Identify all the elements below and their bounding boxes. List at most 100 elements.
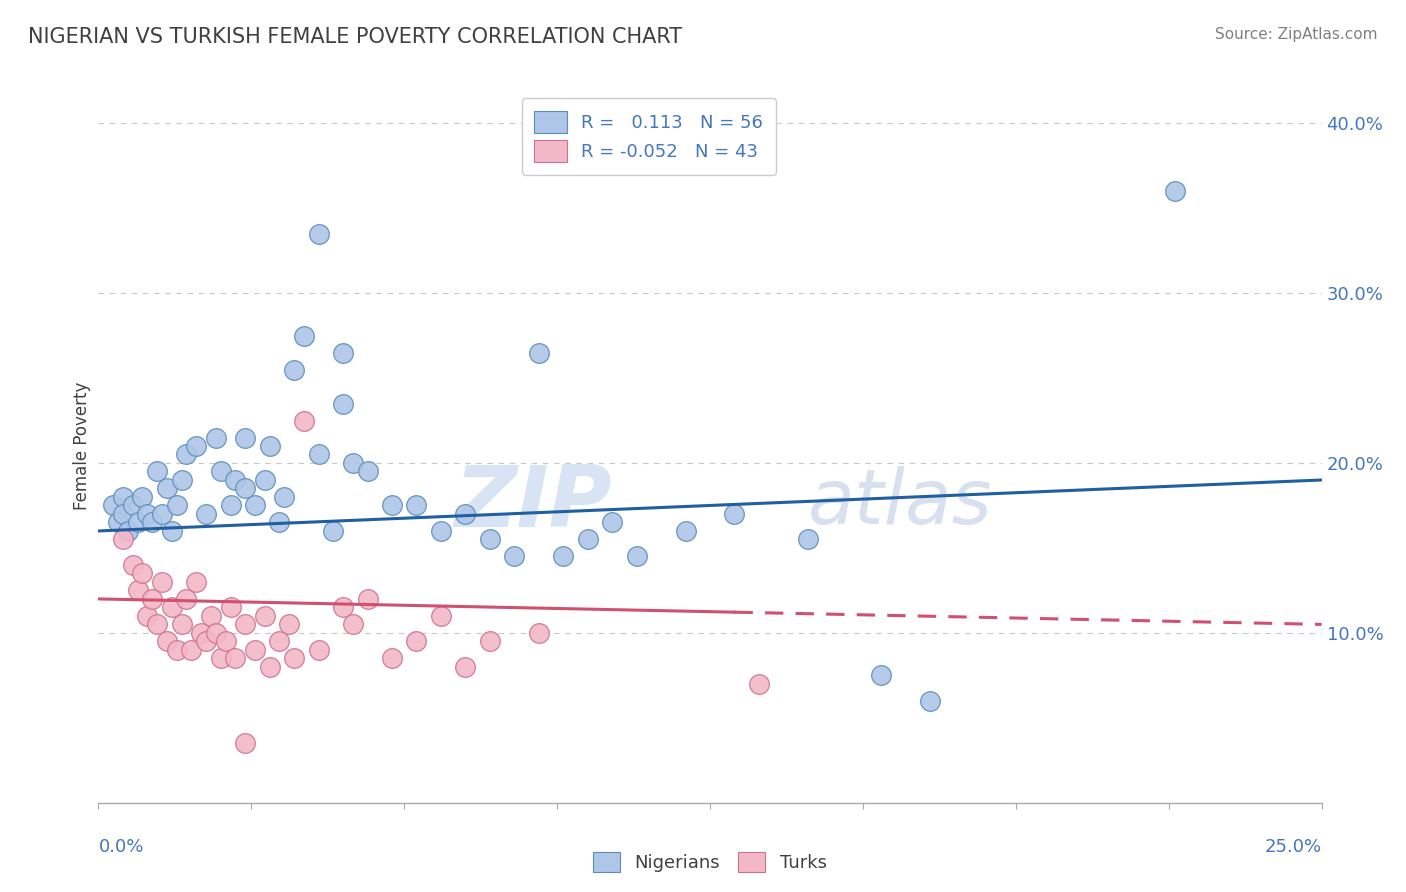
Point (253, 473, 276, 487)
Point (381, 499, 404, 513)
Point (224, 473, 246, 487)
Point (278, 617, 301, 632)
Point (111, 533, 134, 547)
Point (259, 439, 281, 453)
Point (503, 549, 526, 564)
Point (200, 608, 222, 623)
Point (209, 465, 232, 479)
Point (675, 524, 697, 538)
Point (136, 608, 159, 623)
Point (127, 583, 149, 598)
Point (131, 566, 153, 581)
Point (430, 608, 453, 623)
Legend: Nigerians, Turks: Nigerians, Turks (586, 845, 834, 880)
Point (156, 634, 179, 648)
Point (111, 490, 134, 504)
Point (748, 677, 770, 691)
Point (195, 507, 218, 521)
Point (107, 516, 129, 530)
Point (146, 465, 169, 479)
Point (454, 507, 477, 521)
Point (214, 634, 236, 648)
Point (150, 574, 173, 589)
Point (243, 643, 266, 657)
Point (870, 668, 893, 682)
Point (381, 651, 404, 665)
Point (186, 574, 208, 589)
Point (156, 482, 179, 496)
Point (121, 558, 143, 572)
Point (176, 448, 198, 462)
Point (723, 507, 745, 521)
Point (332, 396, 354, 410)
Point (920, 694, 942, 708)
Text: ZIP: ZIP (454, 461, 612, 545)
Point (243, 499, 266, 513)
Point (170, 617, 193, 632)
Text: atlas: atlas (808, 467, 993, 540)
Point (269, 516, 291, 530)
Point (131, 490, 153, 504)
Point (356, 465, 378, 479)
Text: NIGERIAN VS TURKISH FEMALE POVERTY CORRELATION CHART: NIGERIAN VS TURKISH FEMALE POVERTY CORRE… (28, 27, 682, 46)
Point (322, 524, 344, 538)
Point (356, 591, 378, 606)
Point (166, 499, 188, 513)
Point (101, 499, 124, 513)
Point (176, 591, 198, 606)
Text: 0.0%: 0.0% (98, 838, 143, 856)
Point (576, 533, 599, 547)
Point (224, 651, 246, 665)
Point (626, 549, 648, 564)
Point (111, 507, 134, 521)
Text: Source: ZipAtlas.com: Source: ZipAtlas.com (1215, 27, 1378, 42)
Point (342, 456, 364, 470)
Point (478, 533, 501, 547)
Point (186, 439, 208, 453)
Point (308, 227, 330, 241)
Point (553, 549, 575, 564)
Point (292, 328, 315, 343)
Point (205, 430, 228, 444)
Point (269, 634, 291, 648)
Point (292, 413, 315, 427)
Point (233, 430, 256, 444)
Point (195, 634, 218, 648)
Point (405, 634, 427, 648)
Point (527, 345, 550, 359)
Point (166, 643, 188, 657)
Point (1164, 184, 1187, 198)
Point (308, 448, 330, 462)
Point (454, 660, 477, 674)
Point (478, 634, 501, 648)
Point (127, 516, 149, 530)
Point (332, 345, 354, 359)
Point (150, 507, 173, 521)
Point (209, 651, 232, 665)
Point (146, 617, 169, 632)
Point (190, 626, 212, 640)
Point (233, 482, 256, 496)
Point (259, 660, 281, 674)
Point (219, 600, 242, 615)
Point (121, 499, 143, 513)
Y-axis label: Female Poverty: Female Poverty (73, 382, 91, 510)
Point (527, 626, 550, 640)
Point (136, 507, 159, 521)
Point (160, 600, 183, 615)
Point (170, 473, 193, 487)
Point (273, 490, 295, 504)
Point (205, 626, 228, 640)
Point (600, 516, 623, 530)
Point (430, 524, 453, 538)
Point (253, 608, 276, 623)
Point (308, 643, 330, 657)
Point (405, 499, 427, 513)
Point (342, 617, 364, 632)
Text: 25.0%: 25.0% (1264, 838, 1322, 856)
Point (141, 591, 163, 606)
Point (160, 524, 183, 538)
Point (219, 499, 242, 513)
Point (283, 362, 305, 376)
Point (141, 516, 163, 530)
